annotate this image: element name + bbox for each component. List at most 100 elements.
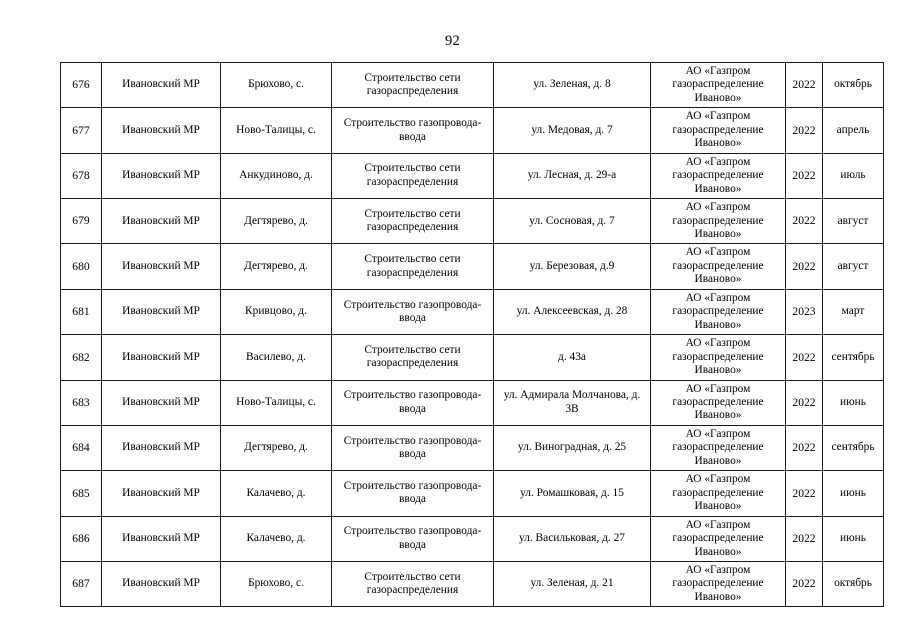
cell-organization: АО «Газпром газораспределение Иваново» [650, 107, 786, 154]
cell-work-type: Строительство газопровода-ввода [331, 379, 494, 426]
cell-organization: АО «Газпром газораспределение Иваново» [650, 334, 786, 381]
cell-work-type: Строительство сети газораспределения [331, 560, 494, 608]
cell-year: 2022 [785, 61, 823, 109]
table-row: 680 Ивановский МР Дегтярево, д. Строительст… [60, 243, 884, 290]
cell-month: июнь [822, 470, 884, 517]
cell-year: 2022 [785, 243, 823, 290]
cell-year: 2022 [785, 424, 823, 472]
cell-year: 2022 [785, 515, 823, 562]
cell-address: ул. Виноградная, д. 25 [493, 424, 651, 472]
table-row: 685 Ивановский МР Калачево, д. Строительств… [60, 470, 884, 517]
cell-district: Ивановский МР [101, 334, 221, 381]
cell-district: Ивановский МР [101, 470, 221, 517]
cell-month: июнь [822, 515, 884, 562]
cell-row-number: 682 [60, 334, 102, 381]
cell-organization: АО «Газпром газораспределение Иваново» [650, 424, 786, 472]
cell-row-number: 683 [60, 379, 102, 426]
cell-organization: АО «Газпром газораспределение Иваново» [650, 288, 786, 336]
cell-row-number: 676 [60, 61, 102, 109]
page-number: 92 [445, 33, 460, 49]
cell-year: 2022 [785, 470, 823, 517]
cell-organization: АО «Газпром газораспределение Иваново» [650, 379, 786, 426]
cell-organization: АО «Газпром газораспределение Иваново» [650, 470, 786, 517]
cell-row-number: 686 [60, 515, 102, 562]
cell-year: 2022 [785, 560, 823, 608]
cell-settlement: Калачево, д. [220, 470, 332, 517]
cell-month: сентябрь [822, 334, 884, 381]
cell-year: 2022 [785, 379, 823, 426]
cell-district: Ивановский МР [101, 288, 221, 336]
cell-district: Ивановский МР [101, 560, 221, 608]
cell-year: 2023 [785, 288, 823, 336]
cell-month: август [822, 198, 884, 245]
cell-row-number: 687 [60, 560, 102, 608]
cell-organization: АО «Газпром газораспределение Иваново» [650, 243, 786, 290]
cell-address: ул. Березовая, д.9 [493, 243, 651, 290]
cell-month: март [822, 288, 884, 336]
cell-district: Ивановский МР [101, 198, 221, 245]
table-row: 686 Ивановский МР Калачево, д. Строительств… [60, 515, 884, 562]
cell-district: Ивановский МР [101, 61, 221, 109]
cell-month: август [822, 243, 884, 290]
cell-year: 2022 [785, 107, 823, 154]
cell-work-type: Строительство газопровода-ввода [331, 288, 494, 336]
cell-work-type: Строительство газопровода-ввода [331, 424, 494, 472]
table-row: 681 Ивановский МР Кривцово, д. Строительств… [60, 288, 884, 336]
cell-address: ул. Ромашковая, д. 15 [493, 470, 651, 517]
table-row: 676 Ивановский МР Брюхово, с. Строительство… [60, 61, 884, 109]
table-row: 677 Ивановский МР Ново-Талицы, с. Строитель… [60, 107, 884, 154]
cell-work-type: Строительство газопровода-ввода [331, 470, 494, 517]
cell-organization: АО «Газпром газораспределение Иваново» [650, 560, 786, 608]
cell-district: Ивановский МР [101, 152, 221, 200]
cell-month: апрель [822, 107, 884, 154]
cell-month: октябрь [822, 61, 884, 109]
table-row: 678 Ивановский МР Анкудиново, д. Строительс… [60, 152, 884, 200]
cell-organization: АО «Газпром газораспределение Иваново» [650, 198, 786, 245]
cell-work-type: Строительство сети газораспределения [331, 243, 494, 290]
cell-address: ул. Зеленая, д. 8 [493, 61, 651, 109]
cell-address: ул. Сосновая, д. 7 [493, 198, 651, 245]
cell-district: Ивановский МР [101, 243, 221, 290]
table-body: 676 Ивановский МР Брюхово, с. Строительство… [60, 61, 884, 608]
cell-work-type: Строительство газопровода-ввода [331, 107, 494, 154]
cell-address: ул. Медовая, д. 7 [493, 107, 651, 154]
cell-address: ул. Лесная, д. 29-а [493, 152, 651, 200]
cell-district: Ивановский МР [101, 107, 221, 154]
cell-settlement: Ново-Талицы, с. [220, 107, 332, 154]
cell-settlement: Брюхово, с. [220, 61, 332, 109]
table-row: 687 Ивановский МР Брюхово, с. Строительство… [60, 560, 884, 608]
cell-address: ул. Васильковая, д. 27 [493, 515, 651, 562]
cell-district: Ивановский МР [101, 515, 221, 562]
cell-address: д. 43а [493, 334, 651, 381]
cell-settlement: Дегтярево, д. [220, 198, 332, 245]
gasification-registry-table: 676 Ивановский МР Брюхово, с. Строительство… [60, 61, 884, 608]
cell-settlement: Анкудиново, д. [220, 152, 332, 200]
cell-year: 2022 [785, 198, 823, 245]
cell-address: ул. Зеленая, д. 21 [493, 560, 651, 608]
cell-work-type: Строительство сети газораспределения [331, 61, 494, 109]
cell-month: июль [822, 152, 884, 200]
cell-settlement: Дегтярево, д. [220, 243, 332, 290]
cell-year: 2022 [785, 334, 823, 381]
cell-organization: АО «Газпром газораспределение Иваново» [650, 152, 786, 200]
cell-month: июнь [822, 379, 884, 426]
cell-month: октябрь [822, 560, 884, 608]
cell-settlement: Калачево, д. [220, 515, 332, 562]
table-row: 682 Ивановский МР Василево, д. Строительств… [60, 334, 884, 381]
table-row: 684 Ивановский МР Дегтярево, д. Строительст… [60, 424, 884, 472]
cell-row-number: 684 [60, 424, 102, 472]
cell-work-type: Строительство газопровода-ввода [331, 515, 494, 562]
cell-settlement: Брюхово, с. [220, 560, 332, 608]
cell-year: 2022 [785, 152, 823, 200]
cell-row-number: 685 [60, 470, 102, 517]
cell-address: ул. Алексеевская, д. 28 [493, 288, 651, 336]
table-row: 683 Ивановский МР Ново-Талицы, с. Строитель… [60, 379, 884, 426]
cell-work-type: Строительство сети газораспределения [331, 334, 494, 381]
cell-row-number: 678 [60, 152, 102, 200]
cell-settlement: Кривцово, д. [220, 288, 332, 336]
cell-district: Ивановский МР [101, 379, 221, 426]
cell-district: Ивановский МР [101, 424, 221, 472]
cell-organization: АО «Газпром газораспределение Иваново» [650, 515, 786, 562]
cell-work-type: Строительство сети газораспределения [331, 152, 494, 200]
